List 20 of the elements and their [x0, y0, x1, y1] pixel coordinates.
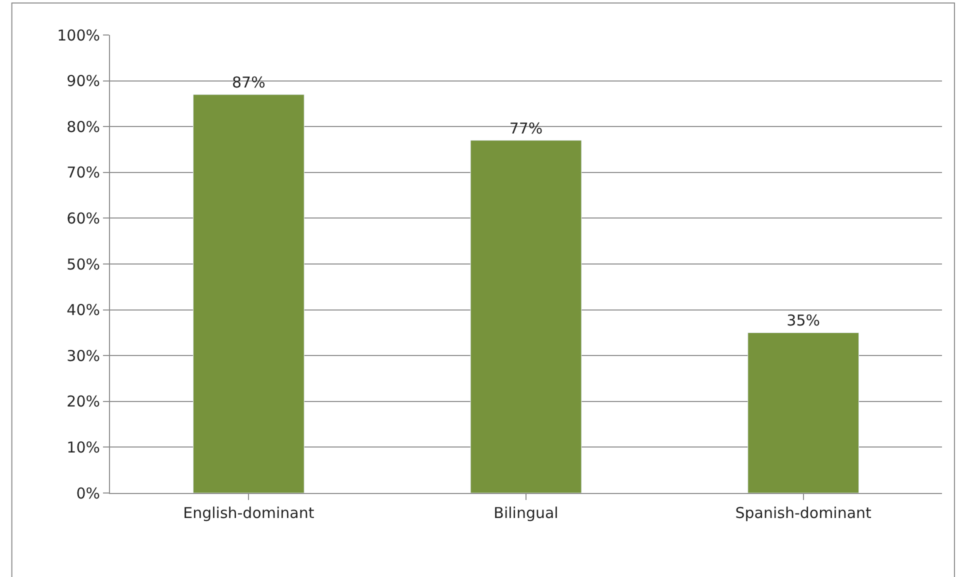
- y-tick-label: 0%: [76, 484, 100, 502]
- y-tick-label: 80%: [66, 118, 100, 136]
- data-label: 87%: [232, 74, 266, 92]
- data-label: 35%: [786, 312, 820, 330]
- y-tick-label: 20%: [66, 392, 100, 411]
- y-tick-label: 50%: [66, 255, 100, 274]
- y-tick-label: 70%: [66, 164, 100, 182]
- y-tick-label: 60%: [66, 209, 100, 228]
- y-tick-label: 30%: [66, 346, 100, 365]
- data-label: 77%: [509, 119, 543, 138]
- y-tick-label: 90%: [66, 72, 100, 90]
- y-tick-label: 10%: [66, 438, 100, 456]
- x-tick-label: Spanish-dominant: [735, 504, 872, 522]
- y-tick-label: 40%: [66, 301, 100, 320]
- bar: [470, 140, 582, 493]
- bar: [748, 332, 860, 493]
- bar: [192, 94, 304, 493]
- y-tick-label: 100%: [57, 26, 100, 44]
- x-tick-label: English-dominant: [183, 504, 314, 522]
- x-tick-label: Bilingual: [494, 504, 558, 522]
